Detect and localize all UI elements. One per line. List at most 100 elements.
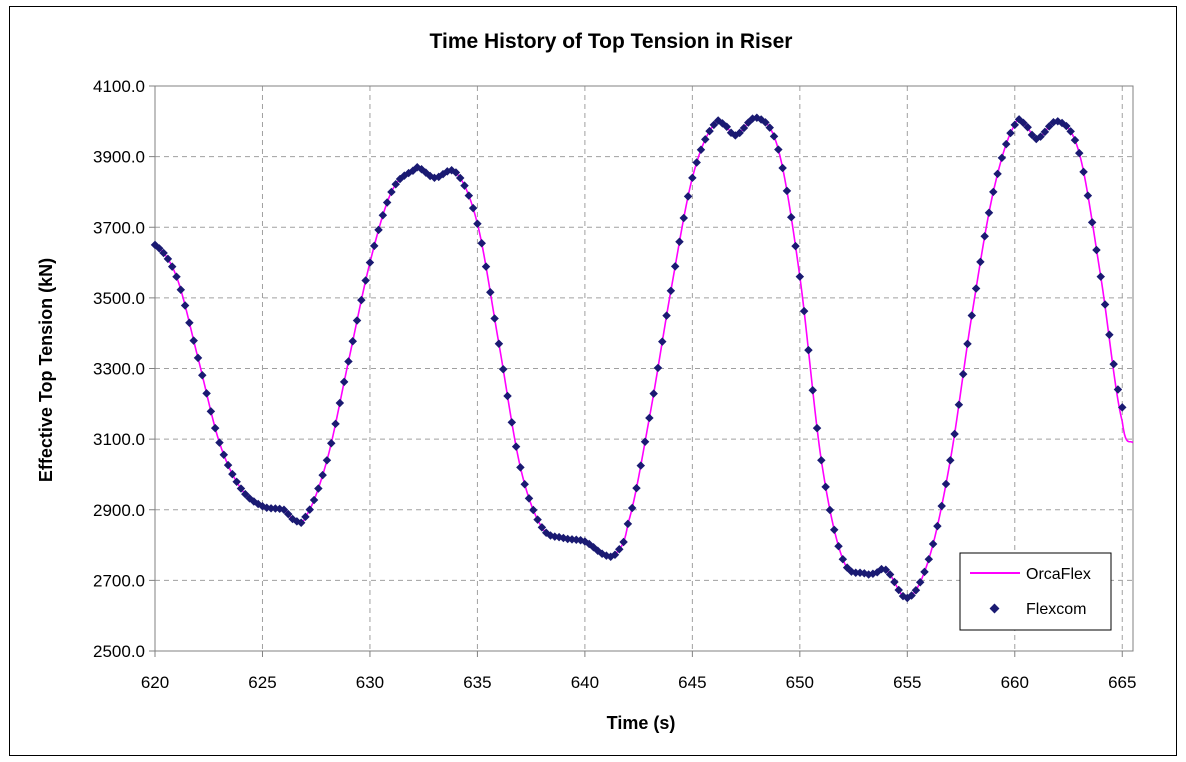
data-point-marker — [610, 550, 620, 559]
data-point-marker — [838, 554, 848, 564]
data-point-marker — [464, 191, 474, 200]
data-point-marker — [352, 316, 362, 325]
data-point-marker — [808, 386, 817, 395]
legend-box — [959, 552, 1112, 631]
data-point-marker — [520, 479, 529, 489]
data-point-marker — [202, 389, 211, 398]
data-point-marker — [529, 505, 538, 515]
data-point-marker — [365, 258, 375, 267]
x-tick-label: 625 — [248, 673, 276, 692]
data-point-marker — [223, 460, 233, 470]
data-point-marker — [958, 369, 968, 379]
data-point-marker — [193, 353, 203, 363]
data-point-marker — [920, 567, 929, 577]
data-point-marker — [1109, 359, 1118, 369]
data-point-marker — [1079, 167, 1088, 177]
data-point-marker — [786, 212, 796, 222]
y-tick-label: 3500.0 — [93, 289, 145, 308]
data-point-marker — [481, 262, 491, 271]
legend: OrcaFlex Flexcom — [959, 552, 1112, 631]
data-point-marker — [799, 306, 809, 316]
data-point-marker — [804, 345, 813, 355]
data-point-marker — [774, 145, 783, 154]
data-point-marker — [498, 365, 508, 374]
data-point-marker — [335, 398, 345, 408]
data-point-marker — [928, 539, 938, 549]
data-point-marker — [623, 519, 633, 529]
data-point-marker — [314, 484, 323, 493]
data-point-marker — [670, 262, 680, 271]
data-point-marker — [382, 198, 392, 207]
data-point-marker — [881, 565, 891, 575]
data-point-marker — [357, 295, 366, 305]
x-tick-label: 665 — [1108, 673, 1136, 692]
data-point-marker — [210, 423, 220, 433]
y-tick-label: 2500.0 — [93, 642, 145, 661]
data-point-marker — [486, 287, 495, 297]
data-point-marker — [636, 461, 646, 470]
data-point-marker — [666, 286, 676, 296]
data-point-marker — [1075, 148, 1084, 158]
data-point-marker — [279, 505, 289, 514]
data-point-marker — [795, 272, 805, 281]
data-point-marker — [851, 568, 860, 577]
data-point-marker — [963, 339, 972, 349]
x-tick-label: 635 — [463, 673, 491, 692]
data-point-marker — [1092, 245, 1101, 255]
data-point-marker — [219, 450, 229, 460]
data-point-marker — [477, 239, 486, 248]
data-point-marker — [301, 512, 310, 522]
data-point-marker — [825, 505, 835, 515]
x-tick-label: 640 — [571, 673, 599, 692]
data-point-marker — [455, 173, 465, 183]
data-point-marker — [683, 192, 693, 201]
data-point-marker — [507, 418, 517, 427]
x-tick-label: 660 — [1001, 673, 1029, 692]
data-point-marker — [735, 128, 744, 138]
data-point-marker — [1100, 300, 1110, 309]
data-point-marker — [176, 285, 186, 294]
data-point-marker — [348, 336, 357, 346]
data-point-marker — [206, 407, 216, 416]
data-point-marker — [516, 463, 525, 472]
data-point-marker — [645, 413, 654, 423]
data-point-marker — [370, 241, 379, 251]
data-point-marker — [473, 219, 482, 228]
data-point-marker — [817, 456, 826, 465]
data-point-marker — [189, 336, 198, 345]
data-point-marker — [915, 578, 925, 587]
data-point-marker — [924, 554, 934, 564]
y-tick-label: 4100.0 — [93, 77, 145, 96]
x-tick-label: 645 — [678, 673, 706, 692]
data-point-marker — [1096, 272, 1106, 281]
data-point-marker — [778, 163, 787, 173]
data-point-marker — [339, 377, 349, 387]
data-point-marker — [511, 442, 521, 451]
y-tick-label: 2900.0 — [93, 501, 145, 520]
data-point-marker — [524, 494, 534, 503]
data-point-marker — [692, 158, 701, 167]
data-point-marker — [1118, 403, 1127, 412]
x-axis-title: Time (s) — [607, 713, 676, 733]
data-point-marker — [619, 537, 628, 547]
data-point-marker — [387, 187, 396, 197]
data-point-marker — [812, 423, 822, 433]
legend-orcaflex-label: OrcaFlex — [1026, 566, 1091, 583]
data-point-marker — [997, 153, 1007, 163]
data-point-marker — [937, 501, 946, 511]
data-point-marker — [709, 120, 719, 130]
data-point-marker — [696, 145, 706, 155]
data-point-marker — [344, 357, 353, 366]
data-point-marker — [1006, 128, 1015, 138]
y-axis-ticks: 2500.0 2700.0 2900.0 3100.0 3300.0 3500.0 3700… — [93, 77, 155, 661]
data-point-marker — [885, 570, 895, 579]
data-point-marker — [490, 314, 499, 323]
data-point-marker — [1001, 139, 1011, 149]
data-point-marker — [215, 438, 224, 447]
data-point-marker — [284, 509, 293, 519]
data-point-marker — [198, 371, 207, 380]
series-markers — [150, 113, 1127, 603]
data-point-marker — [322, 456, 332, 465]
data-point-marker — [946, 456, 955, 465]
